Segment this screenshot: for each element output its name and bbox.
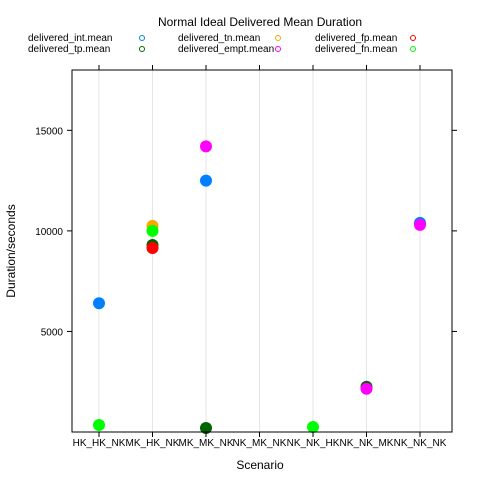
legend-symbol <box>275 35 281 41</box>
legend-label: delivered_tp.mean <box>28 44 110 55</box>
y-axis-label: Duration/seconds <box>4 204 18 297</box>
legend-symbol <box>410 46 416 52</box>
x-axis-label: Scenario <box>236 458 284 472</box>
legend-label: delivered_int.mean <box>28 33 113 44</box>
x-tick-label: NK_NK_HK <box>287 438 340 449</box>
legend-label: delivered_fp.mean <box>315 33 397 44</box>
data-point <box>93 418 105 431</box>
legend-symbol <box>139 46 145 52</box>
y-tick-label: 10000 <box>35 227 63 238</box>
legend-symbol <box>275 46 281 52</box>
x-tick-label: HK_HK_NK <box>73 438 126 449</box>
legend-symbol <box>410 35 416 41</box>
chart-title: Normal Ideal Delivered Mean Duration <box>158 15 362 29</box>
y-tick-label: 5000 <box>41 327 64 338</box>
data-point <box>93 297 105 310</box>
data-point <box>360 382 373 395</box>
legend-symbol <box>139 35 145 41</box>
legend-label: delivered_fn.mean <box>315 44 397 55</box>
data-point <box>414 218 426 231</box>
x-tick-label: NK_NK_MK <box>340 438 394 449</box>
y-tick-label: 15000 <box>35 126 63 137</box>
data-point <box>200 140 212 153</box>
data-point <box>146 241 159 254</box>
data-point <box>200 174 212 187</box>
grid-lines <box>98 70 421 432</box>
data-points <box>93 140 426 434</box>
x-tick-label: MK_HK_NK <box>126 438 180 449</box>
x-tick-label: NK_MK_NK <box>233 438 287 449</box>
axes: HK_HK_NK MK_HK_NK MK_MK_NK NK_MK_NK NK_NK_HK… <box>35 65 457 449</box>
legend-label: delivered_empt.mean <box>178 44 274 55</box>
x-tick-label: NK_NK_NK <box>394 438 447 449</box>
legend-label: delivered_tn.mean <box>178 33 260 44</box>
x-tick-label: MK_MK_NK <box>178 438 233 449</box>
data-point <box>200 421 212 434</box>
plot-frame <box>71 69 453 433</box>
data-point <box>146 224 159 237</box>
data-point <box>307 420 319 433</box>
